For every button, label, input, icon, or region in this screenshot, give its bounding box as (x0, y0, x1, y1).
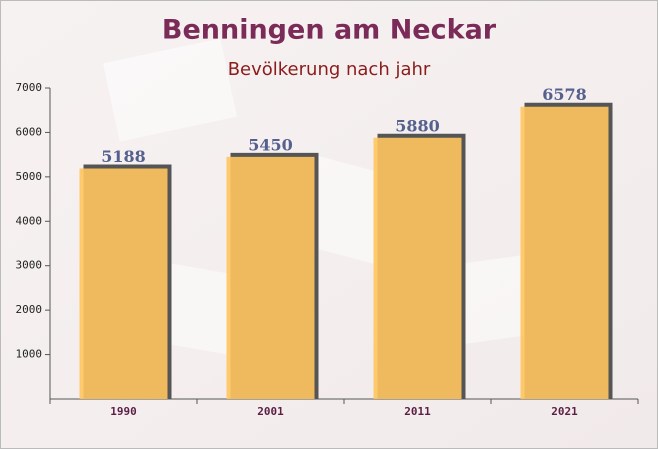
bar (79, 168, 168, 399)
y-tick-label: 3000 (16, 259, 43, 272)
chart-title: Benningen am Neckar (162, 15, 497, 46)
bar (226, 156, 315, 399)
value-label: 5188 (101, 147, 146, 166)
value-label: 6578 (542, 85, 587, 104)
value-label: 5880 (395, 116, 440, 135)
bar (373, 137, 462, 399)
y-tick-label: 7000 (16, 81, 43, 94)
y-tick-label: 6000 (16, 125, 43, 138)
bar (520, 106, 609, 400)
y-tick-label: 2000 (16, 303, 43, 316)
y-tick-label: 1000 (16, 348, 43, 361)
value-label: 5450 (248, 135, 293, 154)
x-tick-label: 1990 (110, 405, 137, 418)
x-tick-label: 2021 (551, 405, 578, 418)
y-tick-label: 4000 (16, 214, 43, 227)
chart-subtitle: Bevölkerung nach jahr (228, 59, 431, 80)
x-tick-label: 2001 (257, 405, 284, 418)
x-tick-label: 2011 (404, 405, 431, 418)
y-tick-label: 5000 (16, 170, 43, 183)
